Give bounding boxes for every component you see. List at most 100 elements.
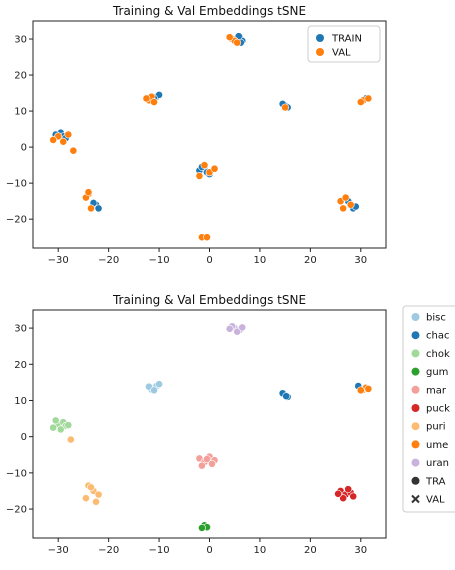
x-tick-label: 0 <box>206 545 212 556</box>
x-tick-label: 20 <box>304 545 317 556</box>
legend-marker <box>411 422 420 431</box>
series-2 <box>278 382 363 401</box>
data-point <box>364 384 373 393</box>
legend-marker <box>411 440 420 449</box>
series-2 <box>49 33 373 242</box>
legend-label: mar <box>426 385 447 396</box>
legend-marker <box>316 48 324 56</box>
data-point <box>64 421 73 429</box>
data-point <box>49 136 58 144</box>
legend-marker <box>316 34 324 42</box>
legend-label: gum <box>426 367 448 378</box>
data-point <box>142 94 151 103</box>
x-tick-label: −30 <box>48 545 69 556</box>
chart-title: Training & Val Embeddings tSNE <box>112 293 306 307</box>
x-tick-label: 30 <box>354 545 367 556</box>
series-9 <box>225 322 247 336</box>
legend-label: bisc <box>426 313 446 324</box>
y-tick-label: 10 <box>14 396 27 407</box>
x-tick-label: 10 <box>254 545 267 556</box>
data-point <box>198 461 206 470</box>
series-5 <box>195 452 219 470</box>
data-point <box>356 98 365 106</box>
legend-marker <box>411 349 420 358</box>
y-tick-label: 30 <box>14 324 27 335</box>
x-tick-label: 10 <box>254 255 267 266</box>
data-point <box>51 416 60 425</box>
data-point <box>150 386 158 395</box>
data-point <box>87 483 95 492</box>
series-3 <box>49 416 73 434</box>
data-point <box>198 523 206 532</box>
y-tick-label: 30 <box>14 35 27 46</box>
data-point <box>92 497 100 506</box>
x-tick-label: −30 <box>48 255 69 266</box>
legend-marker <box>411 458 420 467</box>
legend-box <box>307 25 381 63</box>
legend-label: ume <box>426 440 448 451</box>
data-point <box>87 204 95 213</box>
legend-marker <box>411 313 420 321</box>
legend-label: TRA <box>425 476 446 487</box>
data-point <box>339 204 348 213</box>
data-point <box>150 98 158 106</box>
legend-label: chac <box>426 331 449 342</box>
legend-label: VAL <box>332 48 351 59</box>
series-1 <box>145 380 163 395</box>
plot-frame <box>32 309 387 539</box>
data-point <box>349 492 358 501</box>
y-tick-label: 0 <box>21 432 27 443</box>
data-point <box>84 188 93 197</box>
data-point <box>281 103 290 112</box>
x-tick-label: −20 <box>98 255 119 266</box>
y-tick-label: −20 <box>6 215 27 226</box>
data-point <box>200 161 209 170</box>
series-4 <box>198 521 211 532</box>
y-tick-label: −10 <box>6 179 27 190</box>
legend-marker <box>411 331 420 340</box>
legend-label: uran <box>426 458 449 469</box>
series-6 <box>334 485 358 503</box>
data-point <box>203 233 211 242</box>
data-point <box>341 193 350 202</box>
data-point <box>210 164 219 173</box>
data-point <box>203 455 211 464</box>
x-tick-label: −20 <box>98 545 119 556</box>
y-tick-label: 10 <box>14 107 27 118</box>
data-point <box>208 459 216 468</box>
y-tick-label: 20 <box>14 71 27 82</box>
y-tick-label: 0 <box>21 143 27 154</box>
data-point <box>238 323 247 332</box>
y-tick-label: −10 <box>6 468 27 479</box>
x-tick-label: 0 <box>206 255 212 266</box>
x-tick-label: −10 <box>149 255 170 266</box>
data-point <box>233 38 242 47</box>
series-7 <box>66 435 103 506</box>
data-point <box>233 327 242 336</box>
chart-title: Training & Val Embeddings tSNE <box>112 4 306 18</box>
data-point <box>356 386 365 395</box>
data-point <box>94 490 103 499</box>
data-point <box>282 392 291 401</box>
x-tick-label: 20 <box>304 255 317 266</box>
data-point <box>364 94 373 103</box>
legend-label: VAL <box>426 495 445 506</box>
data-point <box>94 204 103 213</box>
y-tick-label: −20 <box>6 505 27 516</box>
y-tick-label: 20 <box>14 360 27 371</box>
data-point <box>82 494 90 503</box>
data-point <box>339 494 348 503</box>
x-tick-label: 30 <box>354 255 367 266</box>
legend-label: puri <box>426 422 446 433</box>
legend-marker <box>411 385 420 394</box>
legend-marker <box>411 494 420 504</box>
legend-label: TRAIN <box>331 34 362 45</box>
data-point <box>59 137 68 146</box>
legend-label: chok <box>426 349 450 360</box>
legend-marker <box>411 404 420 412</box>
data-point <box>56 425 65 434</box>
chart-panel-2: Training & Val Embeddings tSNE −30 −20 −10 0… <box>6 293 455 556</box>
data-point <box>344 485 353 494</box>
data-point <box>225 324 234 333</box>
